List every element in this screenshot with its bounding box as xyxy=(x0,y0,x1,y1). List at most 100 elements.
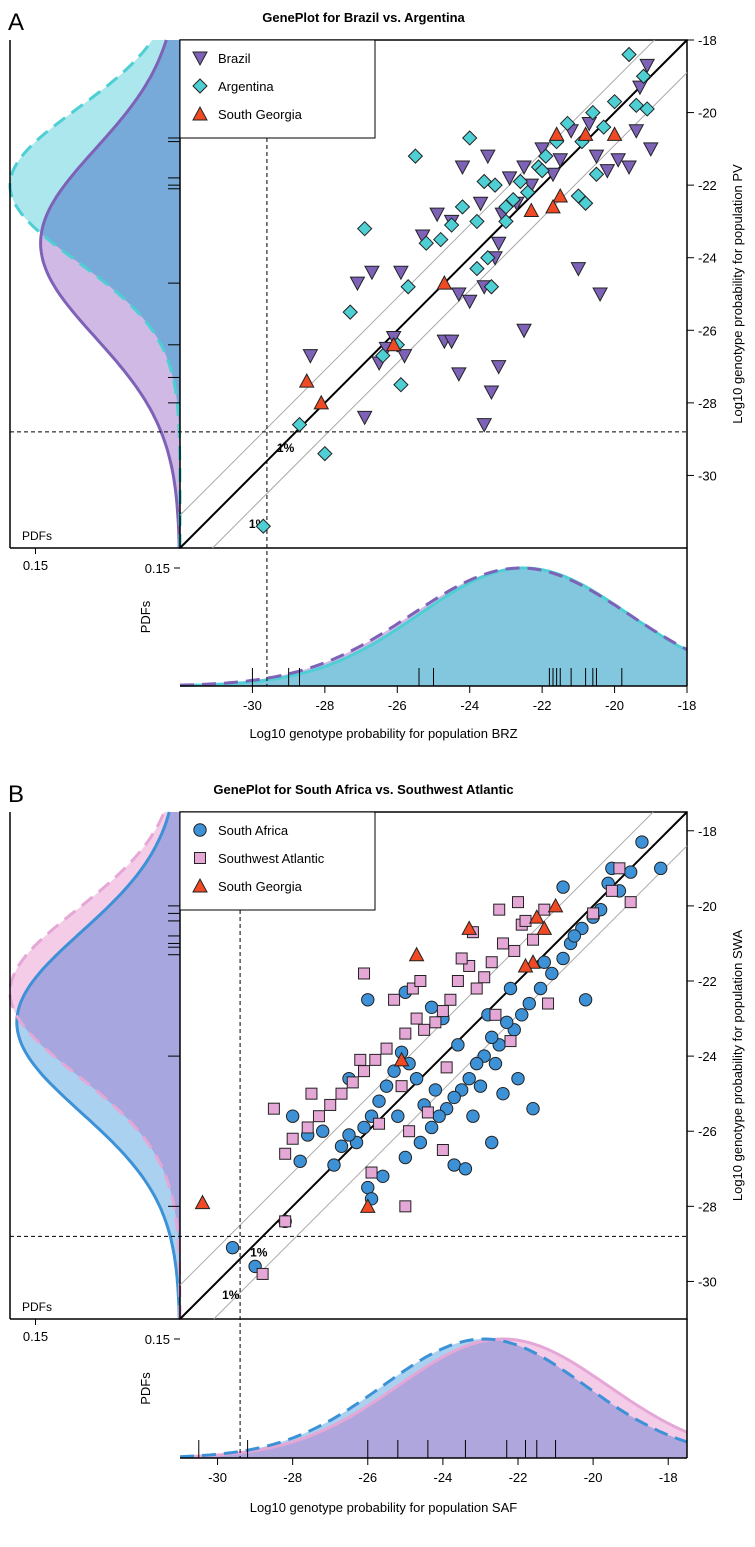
point-south-africa xyxy=(503,981,518,996)
point-south-africa xyxy=(398,1150,413,1165)
point-brazil xyxy=(479,149,496,165)
point-brazil xyxy=(396,349,413,364)
point-south-africa xyxy=(556,880,570,894)
point-south-africa xyxy=(511,1071,525,1086)
point-brazil xyxy=(516,323,532,339)
point-south-africa xyxy=(485,1030,499,1045)
point-brazil xyxy=(461,294,478,310)
point-brazil xyxy=(483,385,500,401)
point-south-africa xyxy=(391,1109,405,1123)
point-south-africa xyxy=(556,951,570,966)
point-argentina xyxy=(375,347,391,364)
y-tick-label: -24 xyxy=(698,251,717,266)
point-argentina xyxy=(393,377,409,393)
legend-label: South Georgia xyxy=(218,879,303,894)
point-brazil xyxy=(642,142,659,157)
point-south-georgia xyxy=(461,920,478,935)
point-southwest-atlantic xyxy=(301,1121,314,1134)
point-argentina xyxy=(596,119,612,135)
pdf-y-0.15-label: 0.15 xyxy=(23,558,48,573)
point-south-africa xyxy=(623,865,638,879)
pdf-label-bottom: PDFs xyxy=(138,600,153,633)
point-south-africa xyxy=(496,1086,510,1101)
point-brazil xyxy=(516,160,532,176)
point-south-georgia xyxy=(385,336,402,352)
band-line-upper xyxy=(179,39,655,516)
point-south-africa xyxy=(500,1015,514,1030)
point-south-georgia xyxy=(552,187,569,203)
point-south-africa xyxy=(413,1135,428,1150)
pdf-y-curve-solid xyxy=(15,811,181,1320)
point-south-georgia xyxy=(194,1194,211,1210)
pdf-y-overlap-fill xyxy=(17,812,181,1319)
legend-label: South Africa xyxy=(218,823,289,838)
point-southwest-atlantic xyxy=(324,1098,337,1111)
point-southwest-atlantic xyxy=(399,1027,412,1040)
point-argentina xyxy=(342,304,358,320)
point-south-africa xyxy=(424,1120,439,1135)
point-southwest-atlantic xyxy=(358,967,371,980)
point-brazil xyxy=(364,265,380,281)
y-tick-label: -26 xyxy=(698,323,717,338)
point-southwest-atlantic xyxy=(538,903,551,916)
point-south-africa xyxy=(526,1101,540,1116)
point-brazil xyxy=(639,58,656,74)
chart-title: GenePlot for South Africa vs. Southwest … xyxy=(213,782,513,797)
point-southwest-atlantic xyxy=(478,971,491,984)
point-southwest-atlantic xyxy=(508,944,521,957)
point-south-georgia xyxy=(523,202,540,218)
point-south-georgia xyxy=(577,126,594,141)
point-south-africa xyxy=(488,1056,503,1071)
point-southwest-atlantic xyxy=(406,982,419,995)
point-argentina xyxy=(519,184,536,201)
point-southwest-atlantic xyxy=(613,862,626,875)
point-south-georgia xyxy=(525,954,541,969)
pdf-x-curve-dashed xyxy=(179,1337,688,1459)
x-tick-label: -24 xyxy=(433,1470,452,1485)
point-southwest-atlantic xyxy=(527,933,540,946)
point-southwest-atlantic xyxy=(414,975,427,987)
y-tick-label: -24 xyxy=(698,1049,717,1064)
point-southwest-atlantic xyxy=(395,1080,408,1093)
point-southwest-atlantic xyxy=(388,993,401,1006)
x-tick-label: -20 xyxy=(584,1470,603,1485)
point-brazil xyxy=(443,334,460,350)
point-southwest-atlantic xyxy=(286,1132,299,1145)
point-brazil xyxy=(454,160,471,176)
pdf-x-overlap-fill xyxy=(180,1339,687,1458)
x-tick-label: -26 xyxy=(388,698,407,713)
point-south-georgia xyxy=(436,275,453,290)
point-south-africa xyxy=(361,1180,375,1195)
point-argentina xyxy=(480,250,496,266)
point-brazil xyxy=(621,160,637,176)
y-tick-label: -28 xyxy=(698,396,717,411)
legend-box xyxy=(179,39,376,139)
point-argentina xyxy=(407,148,424,164)
y-tick-label: -30 xyxy=(698,468,717,483)
point-south-africa xyxy=(522,996,536,1011)
scatter-frame xyxy=(179,39,688,549)
point-south-africa xyxy=(533,981,548,996)
pdf-x-0.15-label: 0.15 xyxy=(145,1332,170,1347)
point-argentina xyxy=(588,166,605,182)
point-brazil xyxy=(592,287,608,303)
pdf-x-curve-solid xyxy=(180,566,688,687)
point-southwest-atlantic xyxy=(403,1125,416,1138)
point-brazil xyxy=(451,367,467,382)
panel-letter: B xyxy=(8,781,24,808)
x-axis-label: Log10 genotype probability for populatio… xyxy=(249,726,517,741)
point-south-georgia xyxy=(545,198,561,214)
point-argentina xyxy=(635,68,652,84)
point-argentina xyxy=(291,416,308,433)
point-argentina xyxy=(433,231,449,248)
point-argentina xyxy=(400,279,416,295)
point-southwest-atlantic xyxy=(365,1166,378,1179)
point-south-africa xyxy=(424,1000,439,1014)
y-tick-label: -28 xyxy=(698,1199,717,1214)
point-south-africa xyxy=(409,1071,424,1086)
point-south-georgia xyxy=(547,897,564,913)
point-southwest-atlantic xyxy=(470,982,483,995)
point-south-africa xyxy=(334,1139,349,1153)
point-southwest-atlantic xyxy=(463,959,476,972)
